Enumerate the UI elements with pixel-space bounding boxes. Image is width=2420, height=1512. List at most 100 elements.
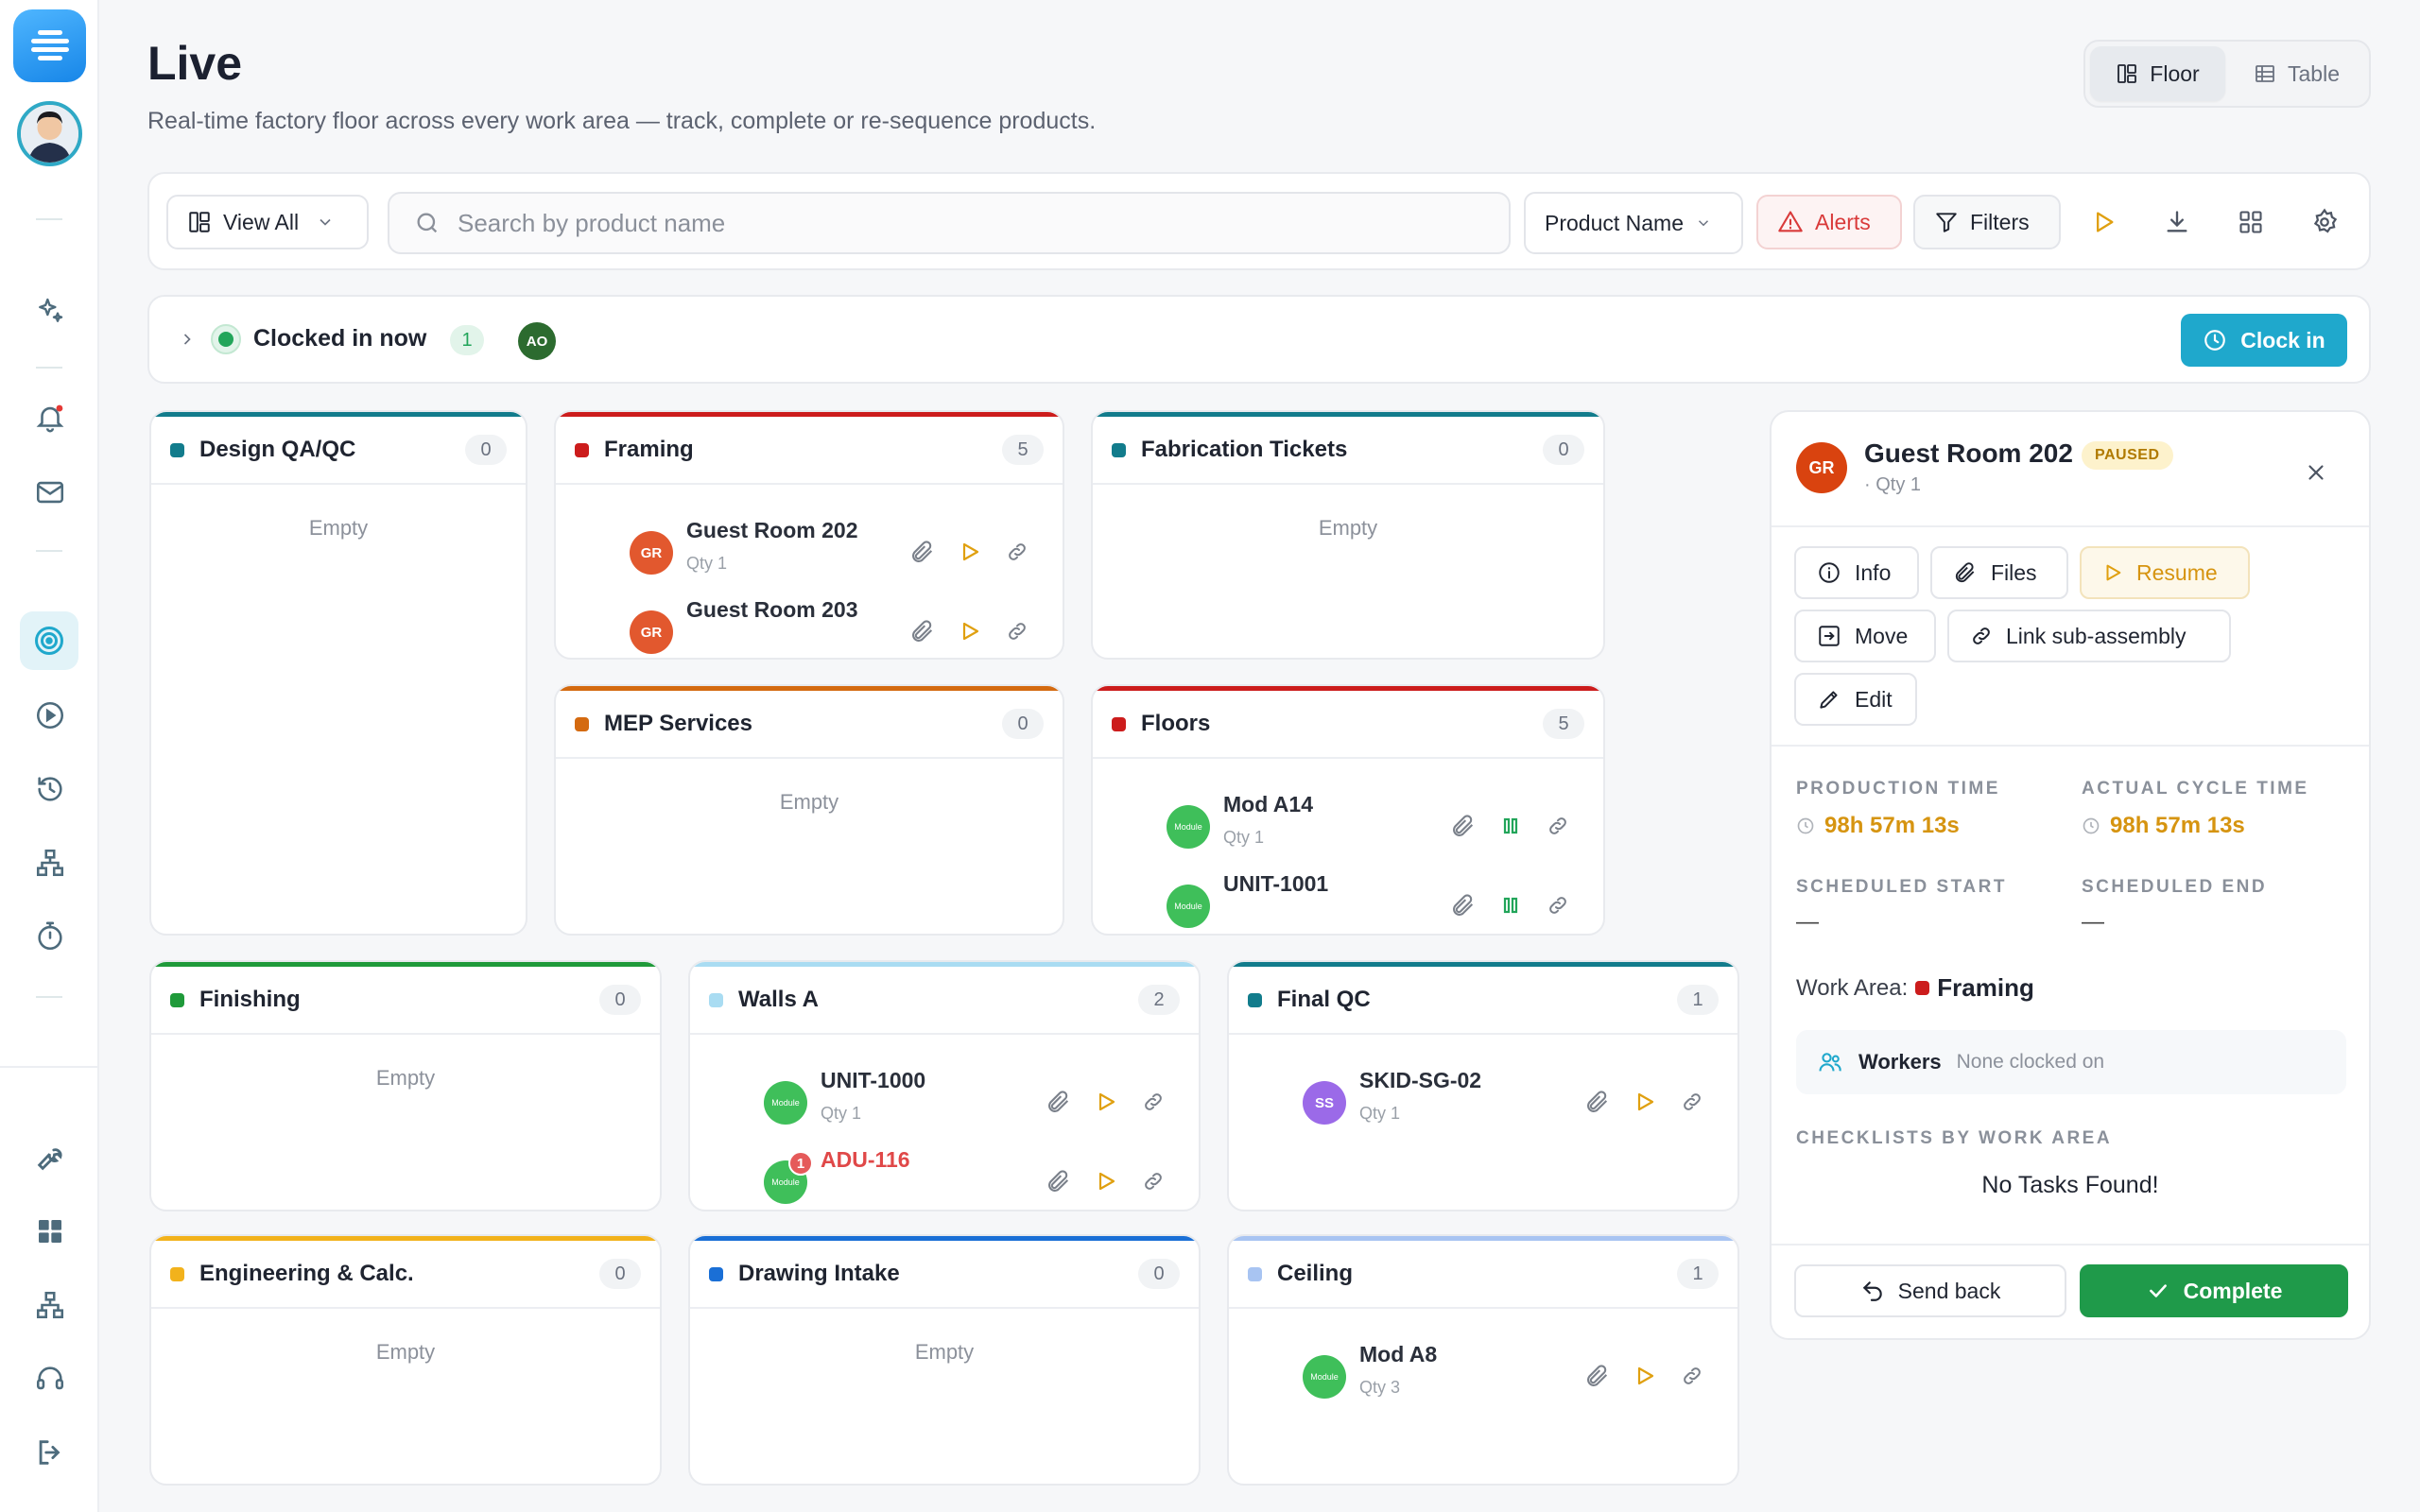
start-button[interactable] (955, 537, 985, 567)
start-button[interactable] (1630, 1087, 1660, 1117)
play-icon (1098, 1092, 1115, 1111)
product-qty: Qty 1 (1359, 1104, 1401, 1123)
card-count: 0 (465, 435, 507, 465)
product-item[interactable]: GR Guest Room 203 (556, 592, 1063, 658)
attach-button[interactable] (1044, 1087, 1074, 1117)
link-button[interactable] (1677, 1361, 1707, 1391)
edit-button[interactable]: Edit (1794, 673, 1917, 726)
card-count: 2 (1138, 985, 1180, 1015)
info-button[interactable]: Info (1794, 546, 1919, 599)
attach-button[interactable] (1448, 890, 1478, 920)
download-button[interactable] (2153, 198, 2201, 246)
worker-avatar[interactable]: AO (518, 322, 556, 360)
alert-badge: 1 (788, 1151, 813, 1176)
product-item[interactable]: Module Mod A14 Qty 1 (1093, 771, 1603, 856)
product-item[interactable]: Module UNIT-1000 Qty 1 (690, 1047, 1199, 1132)
floor-layout-icon (2118, 64, 2137, 83)
move-button[interactable]: Move (1794, 610, 1936, 662)
alerts-button[interactable]: Alerts (1756, 195, 1902, 249)
app-logo[interactable] (13, 9, 86, 82)
sort-field-dropdown[interactable]: Product Name (1524, 192, 1743, 254)
card-dot (170, 442, 184, 457)
attach-button[interactable] (1582, 1361, 1613, 1391)
link-sub-assembly-label: Link sub-assembly (2006, 623, 2187, 648)
product-item[interactable]: Module Mod A8 Qty 3 (1229, 1321, 1737, 1406)
settings-button[interactable] (2301, 198, 2348, 246)
files-button[interactable]: Files (1930, 546, 2068, 599)
card-dot (575, 442, 589, 457)
sparkles-icon[interactable] (25, 285, 76, 336)
bell-icon[interactable] (25, 392, 76, 443)
grid-icon[interactable] (25, 1206, 76, 1257)
clock-in-button[interactable]: Clock in (2181, 314, 2347, 367)
view-all-dropdown[interactable]: View All (166, 195, 369, 249)
start-button[interactable] (1630, 1361, 1660, 1391)
chevron-down-icon (1698, 220, 1709, 227)
page-title: Live (147, 37, 243, 90)
attach-button[interactable] (1448, 811, 1478, 841)
network-icon[interactable] (25, 1280, 76, 1331)
history-icon[interactable] (25, 764, 76, 815)
chevron-right-icon[interactable] (178, 330, 197, 349)
workers-label: Workers (1858, 1050, 1942, 1074)
card-color-bar (690, 962, 1199, 967)
logout-icon[interactable] (25, 1427, 76, 1478)
production-time-label: PRODUCTION TIME (1796, 779, 2000, 799)
search-input[interactable] (458, 208, 1403, 238)
pause-button[interactable] (1495, 890, 1526, 920)
product-item[interactable]: Module UNIT-1001 (1093, 866, 1603, 934)
work-area-dot (1915, 981, 1930, 995)
paperclip-icon (1453, 815, 1474, 836)
attach-button[interactable] (908, 537, 938, 567)
resume-button[interactable]: Resume (2080, 546, 2250, 599)
start-button[interactable] (1091, 1087, 1121, 1117)
mail-icon[interactable] (25, 467, 76, 518)
start-button[interactable] (955, 616, 985, 646)
product-name: Mod A14 (1223, 792, 1313, 816)
product-item[interactable]: SS SKID-SG-02 Qty 1 (1229, 1047, 1737, 1132)
chevron-down-icon (320, 218, 331, 226)
start-button[interactable] (1091, 1166, 1121, 1196)
card-empty: Empty (375, 1340, 436, 1364)
complete-button[interactable]: Complete (2080, 1264, 2348, 1317)
link-button[interactable] (1677, 1087, 1707, 1117)
pause-button[interactable] (1495, 811, 1526, 841)
product-item[interactable]: GR Guest Room 202 Qty 1 (556, 497, 1063, 582)
link-button[interactable] (1002, 537, 1032, 567)
play-circle-icon[interactable] (25, 690, 76, 741)
clock-in-label: Clock in (2240, 327, 2325, 352)
play-all-button[interactable] (2080, 198, 2127, 246)
hierarchy-icon[interactable] (25, 837, 76, 888)
table-view-button[interactable]: Table (2229, 46, 2364, 101)
grid-view-button[interactable] (2227, 198, 2274, 246)
stopwatch-icon[interactable] (25, 911, 76, 962)
card-color-bar (151, 1236, 660, 1241)
link-button[interactable] (1138, 1087, 1168, 1117)
sidebar-separator (0, 1066, 99, 1068)
no-tasks-message: No Tasks Found! (1981, 1172, 2159, 1198)
wrench-icon[interactable] (25, 1132, 76, 1183)
users-icon (1819, 1053, 1841, 1072)
live-target-icon[interactable] (20, 611, 78, 670)
close-button[interactable] (2297, 454, 2335, 491)
attach-button[interactable] (908, 616, 938, 646)
filters-button[interactable]: Filters (1913, 195, 2061, 249)
floor-view-button[interactable]: Floor (2090, 46, 2225, 101)
product-avatar: Module (1167, 885, 1210, 928)
attach-button[interactable] (1044, 1166, 1074, 1196)
link-button[interactable] (1138, 1166, 1168, 1196)
attach-button[interactable] (1582, 1087, 1613, 1117)
work-area-row: Work Area: Framing (1796, 973, 2034, 1003)
user-avatar[interactable] (17, 101, 82, 166)
card-header: Drawing Intake 0 (690, 1241, 1199, 1309)
product-name: UNIT-1000 (821, 1068, 926, 1092)
link-button[interactable] (1543, 890, 1573, 920)
product-avatar: GR (1796, 442, 1847, 493)
support-icon[interactable] (25, 1353, 76, 1404)
link-button[interactable] (1002, 616, 1032, 646)
link-button[interactable] (1543, 811, 1573, 841)
link-sub-assembly-button[interactable]: Link sub-assembly (1947, 610, 2231, 662)
card-color-bar (1229, 1236, 1737, 1241)
send-back-button[interactable]: Send back (1794, 1264, 2066, 1317)
product-item[interactable]: Module 1 ADU-116 (690, 1142, 1199, 1210)
